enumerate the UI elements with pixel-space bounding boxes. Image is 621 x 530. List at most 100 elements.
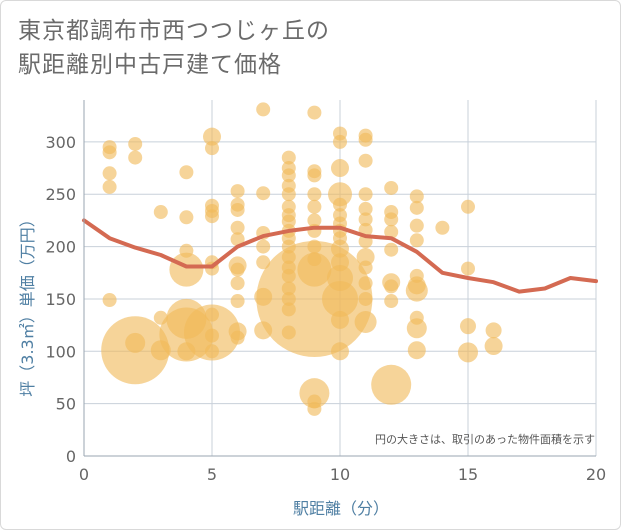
- x-tick-label: 20: [586, 465, 606, 484]
- bubble-point: [230, 262, 245, 277]
- trend-line: [82, 218, 598, 294]
- bubble-point: [230, 202, 245, 217]
- bubble-point: [230, 276, 245, 291]
- bubble-point: [128, 136, 143, 151]
- y-tick-label: 0: [66, 447, 76, 466]
- bubble-point: [169, 252, 204, 287]
- bubble-point: [384, 180, 399, 195]
- bubble-point: [256, 255, 271, 270]
- chart-title-line-1: 東京都調布市西つつじヶ丘の: [18, 18, 330, 44]
- bubble-point: [460, 318, 476, 335]
- bubble-point: [102, 145, 117, 160]
- bubble-point: [205, 344, 219, 359]
- bubble-point: [358, 201, 373, 216]
- bubble-point: [307, 213, 322, 228]
- bubble-point: [299, 378, 330, 409]
- bubble-point: [128, 150, 143, 165]
- y-tick-label: 250: [45, 185, 76, 204]
- bubble-point: [461, 261, 475, 276]
- bubble-point: [384, 294, 399, 309]
- bubble-size-note: 円の大きさは、取引のあった物件面積を示す: [375, 432, 595, 446]
- y-axis-label: 坪（3.3㎡）単価（万円）: [18, 211, 37, 396]
- bubble-point: [358, 153, 373, 168]
- bubble-point: [458, 342, 478, 363]
- bubble-point: [358, 187, 373, 202]
- bubble-point: [409, 189, 424, 204]
- bubble-point: [358, 260, 373, 275]
- y-tick-label: 50: [56, 395, 76, 414]
- bubble-point: [230, 232, 245, 247]
- bubble-point: [331, 159, 349, 178]
- bubble-point: [384, 279, 399, 294]
- bubble-point: [371, 364, 412, 405]
- bubble-point: [102, 292, 117, 307]
- bubble-point: [485, 322, 502, 339]
- bubble-point: [307, 401, 322, 416]
- bubble-point: [407, 341, 426, 360]
- bubble-point: [409, 218, 424, 233]
- bubble-point: [461, 199, 475, 214]
- x-tick-label: 0: [79, 465, 89, 484]
- x-axis-label: 駅距離（分）: [293, 499, 389, 518]
- bubble-point: [331, 342, 349, 361]
- bubble-point: [358, 212, 373, 227]
- bubble-point: [384, 212, 399, 227]
- chart-title-line-2: 駅距離別中古戸建て価格: [18, 52, 282, 78]
- bubble-point: [256, 102, 271, 117]
- bubble-point: [307, 168, 322, 183]
- bubble-point: [205, 209, 219, 224]
- bubble-point: [203, 127, 221, 146]
- bubble-point: [307, 187, 322, 202]
- bubble-point: [307, 105, 322, 120]
- bubble-point: [384, 224, 399, 239]
- y-tick-label: 300: [45, 133, 76, 152]
- bubble-point: [328, 182, 352, 207]
- bubble-point: [205, 328, 219, 343]
- bubble-point: [281, 187, 296, 202]
- bubble-point: [179, 210, 194, 225]
- bubble-point: [384, 242, 399, 257]
- bubble-point: [358, 291, 373, 306]
- bubble-series: [101, 102, 503, 416]
- bubble-point: [358, 132, 373, 147]
- bubble-point: [125, 332, 146, 353]
- bubble-point: [230, 220, 245, 235]
- bubble-point: [484, 337, 503, 356]
- bubble-point: [406, 318, 427, 339]
- bubble-point: [409, 200, 424, 215]
- y-tick-label: 200: [45, 238, 76, 257]
- bubble-point: [205, 141, 219, 156]
- bubble-point: [230, 184, 245, 199]
- bubble-point: [153, 205, 168, 220]
- bubble-point: [331, 239, 349, 258]
- bubble-point: [179, 165, 194, 180]
- y-tick-label: 150: [45, 290, 76, 309]
- bubble-point: [333, 197, 347, 212]
- bubble-point: [356, 248, 375, 267]
- bubble-point: [281, 150, 296, 165]
- bubble-point: [405, 279, 428, 302]
- trend-line-layer: [82, 218, 598, 294]
- bubble-point: [102, 179, 117, 194]
- bubble-point: [256, 186, 271, 201]
- bubble-point: [409, 233, 424, 248]
- bubble-point: [256, 239, 271, 254]
- bubble-point: [102, 166, 117, 181]
- bubble-point: [331, 310, 349, 329]
- chart-title: 東京都調布市西つつじヶ丘の 駅距離別中古戸建て価格: [18, 14, 330, 82]
- bubble-point: [307, 199, 322, 214]
- bubble-point: [230, 330, 245, 345]
- x-tick-label: 10: [330, 465, 350, 484]
- bubble-point: [322, 280, 358, 317]
- bubble-point: [358, 276, 373, 291]
- bubble-point: [281, 168, 296, 183]
- x-tick-label: 15: [458, 465, 478, 484]
- x-tick-label: 5: [207, 465, 217, 484]
- y-tick-label: 100: [45, 342, 76, 361]
- bubble-point: [435, 220, 450, 235]
- bubble-point: [333, 134, 347, 149]
- bubble-point: [354, 310, 377, 333]
- bubble-point: [230, 294, 245, 309]
